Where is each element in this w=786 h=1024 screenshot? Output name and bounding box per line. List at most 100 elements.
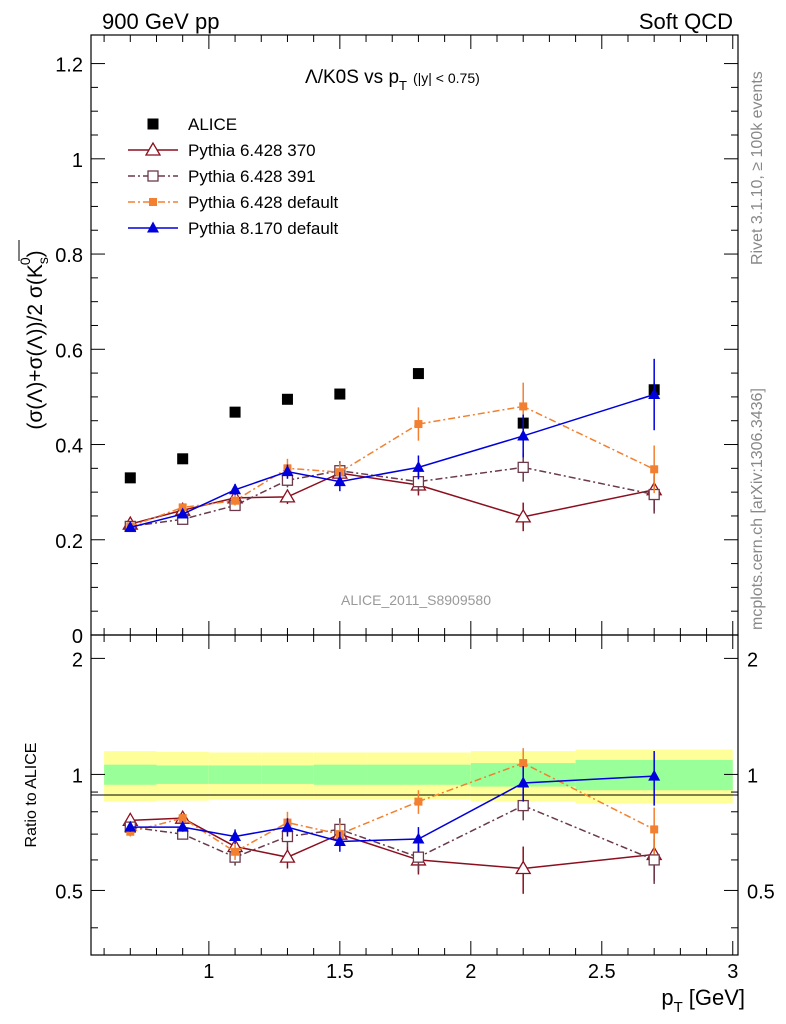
ratio-y-axis-label: Ratio to ALICE xyxy=(23,743,40,848)
x-tick-labels: 1 1.5 2 2.5 3 xyxy=(203,961,738,983)
ratio-y-tick-label: 0.5 xyxy=(55,881,83,903)
legend-label: Pythia 6.428 370 xyxy=(188,141,316,160)
series-pythia-6-428-default xyxy=(126,382,659,531)
data-point xyxy=(334,388,346,400)
legend-marker xyxy=(147,170,159,182)
header-left: 900 GeV pp xyxy=(102,9,219,34)
main-panel: 0 0.2 0.4 0.6 0.8 1 1.2 Λ/K0S vs pT (|y| < 0.75… xyxy=(17,34,739,648)
series-pythia-6-428-370 xyxy=(122,463,663,532)
main-y-tick-label: 0 xyxy=(72,626,83,648)
ratio-point xyxy=(412,851,425,863)
ratio-point xyxy=(333,834,346,846)
main-y-tick-labels: 0 0.2 0.4 0.6 0.8 1 1.2 xyxy=(55,55,83,648)
series-pythia-8-170-default xyxy=(124,358,661,532)
x-tick-label: 1.5 xyxy=(326,961,354,983)
series-line xyxy=(130,466,655,528)
ratio-line xyxy=(130,804,655,861)
ratio-frame xyxy=(90,634,739,956)
ratio-axis-ticks xyxy=(91,635,738,955)
ratio-y-tick-label-right: 2 xyxy=(747,649,758,671)
ratio-series-pythia-6-428-391 xyxy=(124,792,660,884)
ratio-point xyxy=(650,825,659,834)
ratio-point xyxy=(281,820,294,832)
ratio-panel: 0.5 0.5 1 1 2 2 1 1.5 2 2.5 3 Ratio to ALICE pT [G… xyxy=(23,634,775,1016)
legend-marker xyxy=(147,118,159,130)
data-point xyxy=(412,460,425,472)
ratio-line xyxy=(130,817,655,870)
main-y-tick-label: 0.6 xyxy=(55,340,83,362)
x-tick-label: 2 xyxy=(465,961,476,983)
ratio-band-inner xyxy=(156,765,209,784)
ratio-point xyxy=(515,860,532,875)
data-point xyxy=(515,508,532,523)
x-tick-label: 2.5 xyxy=(588,961,616,983)
main-y-tick-label: 1.2 xyxy=(55,55,83,77)
data-point xyxy=(178,503,187,512)
ratio-band-inner xyxy=(313,764,367,785)
data-point xyxy=(177,453,189,465)
main-y-tick-label: 0.8 xyxy=(55,245,83,267)
data-point xyxy=(231,496,240,505)
ratio-data xyxy=(122,748,663,894)
ratio-y-tick-labels: 0.5 0.5 1 1 2 2 xyxy=(55,649,775,903)
legend-marker xyxy=(144,141,162,156)
ratio-point xyxy=(648,854,660,866)
ratio-point xyxy=(231,847,240,856)
legend-label: Pythia 6.428 default xyxy=(188,193,339,212)
data-point xyxy=(333,475,346,487)
ratio-point xyxy=(178,814,187,823)
ratio-line xyxy=(130,775,655,843)
watermark: ALICE_2011_S8909580 xyxy=(341,592,491,608)
data-point xyxy=(650,465,659,474)
ratio-point xyxy=(414,797,423,806)
data-point xyxy=(124,472,136,484)
ratio-band-inner xyxy=(208,765,262,784)
data-point xyxy=(279,488,296,503)
data-point xyxy=(281,393,293,405)
data-point xyxy=(517,461,529,474)
x-axis-label: pT [GeV] xyxy=(661,985,745,1016)
ratio-point xyxy=(124,820,137,832)
data-point xyxy=(229,406,241,418)
ratio-point xyxy=(229,830,242,842)
ratio-point xyxy=(648,769,661,781)
ratio-y-tick-label: 1 xyxy=(72,765,83,787)
ratio-band-inner xyxy=(104,764,157,785)
main-y-tick-label: 0.4 xyxy=(55,436,83,458)
series-pythia-6-428-391 xyxy=(124,453,660,533)
series-alice xyxy=(124,368,660,484)
data-point xyxy=(176,507,189,519)
data-point xyxy=(229,483,242,495)
main-data xyxy=(122,358,663,533)
ratio-y-tick-label-right: 1 xyxy=(747,765,758,787)
legend-label: Pythia 8.170 default xyxy=(188,219,339,238)
data-point xyxy=(412,368,424,380)
ratio-band-inner xyxy=(366,764,471,785)
ratio-point xyxy=(176,820,189,832)
x-tick-label: 3 xyxy=(727,961,738,983)
main-title: Λ/K0S vs pT (|y| < 0.75) xyxy=(305,67,480,93)
ratio-point xyxy=(519,759,528,768)
legend-marker xyxy=(149,198,157,206)
data-point xyxy=(517,429,530,441)
header-right: Soft QCD xyxy=(639,9,733,34)
rivet-label: Rivet 3.1.10, ≥ 100k events xyxy=(749,71,766,265)
legend-label: ALICE xyxy=(188,115,237,134)
legend: ALICE Pythia 6.428 370 Pythia 6.428 391 Pyt… xyxy=(128,115,339,238)
ratio-series-pythia-6-428-370 xyxy=(122,809,663,894)
ratio-y-tick-label-right: 0.5 xyxy=(747,881,775,903)
data-point xyxy=(414,420,423,429)
ratio-point xyxy=(279,848,296,863)
x-tick-label: 1 xyxy=(203,961,214,983)
legend-marker xyxy=(147,221,159,233)
main-y-axis-label: (σ(Λ)+σ(Λ))/2 σ(Ks0) xyxy=(17,250,51,429)
data-point xyxy=(281,465,294,477)
ratio-band-inner xyxy=(261,765,314,784)
data-point xyxy=(648,388,661,400)
main-y-tick-label: 1 xyxy=(72,150,83,172)
data-point xyxy=(519,402,528,411)
data-point xyxy=(124,520,137,532)
series-line xyxy=(130,393,655,529)
ratio-series-pythia-8-170-default xyxy=(124,751,661,852)
